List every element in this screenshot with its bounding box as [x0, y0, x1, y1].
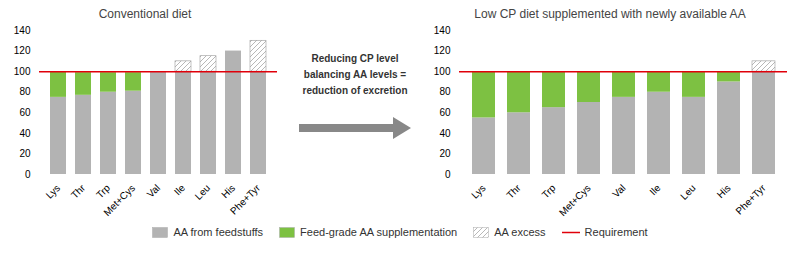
svg-text:80: 80 [439, 86, 451, 97]
svg-text:140: 140 [434, 25, 451, 36]
svg-text:40: 40 [19, 128, 31, 139]
svg-text:Ile: Ile [172, 182, 188, 198]
svg-text:40: 40 [439, 128, 451, 139]
html-text:Feed-grade AA supplementation: Feed-grade AA supplementation [300, 226, 458, 238]
svg-text:100: 100 [434, 66, 451, 77]
svg-text:100: 100 [14, 66, 31, 77]
svg-text:20: 20 [19, 148, 31, 159]
svg-text:Met+Cys: Met+Cys [101, 182, 137, 218]
svg-text:Met+Cys: Met+Cys [557, 182, 593, 218]
svg-text:His: His [715, 182, 733, 200]
svg-text:Thr: Thr [504, 182, 523, 201]
svg-text:Leu: Leu [678, 182, 698, 202]
svg-text:Phe+Tyr: Phe+Tyr [228, 182, 263, 217]
html-text:Conventional diet: Conventional diet [98, 7, 192, 21]
svg-text:Trp: Trp [94, 182, 112, 200]
svg-text:60: 60 [19, 107, 31, 118]
svg-text:80: 80 [19, 86, 31, 97]
svg-text:20: 20 [439, 148, 451, 159]
svg-text:Lys: Lys [469, 182, 488, 201]
svg-text:60: 60 [439, 107, 451, 118]
svg-text:0: 0 [25, 169, 31, 180]
svg-text:Trp: Trp [540, 182, 558, 200]
svg-text:120: 120 [14, 45, 31, 56]
svg-text:0: 0 [445, 169, 451, 180]
svg-text:Phe+Tyr: Phe+Tyr [733, 182, 768, 217]
svg-text:120: 120 [434, 45, 451, 56]
svg-text:Lys: Lys [44, 182, 63, 201]
svg-text:Val: Val [145, 182, 162, 199]
html-text:Low CP diet supplemented with: Low CP diet supplemented with newly avai… [474, 7, 746, 21]
svg-text:Ile: Ile [647, 182, 663, 198]
html-text:AA excess: AA excess [494, 226, 546, 238]
svg-text:Val: Val [610, 182, 627, 199]
html-text:Requirement: Requirement [584, 226, 648, 238]
svg-text:Leu: Leu [193, 182, 213, 202]
html-text:AA from feedstuffs: AA from feedstuffs [173, 226, 264, 238]
svg-text:His: His [219, 182, 237, 200]
html-text:Reducing CP level balancing AA: Reducing CP level balancing AA levels = … [302, 53, 408, 96]
svg-text:140: 140 [14, 25, 31, 36]
svg-text:Thr: Thr [69, 182, 88, 201]
